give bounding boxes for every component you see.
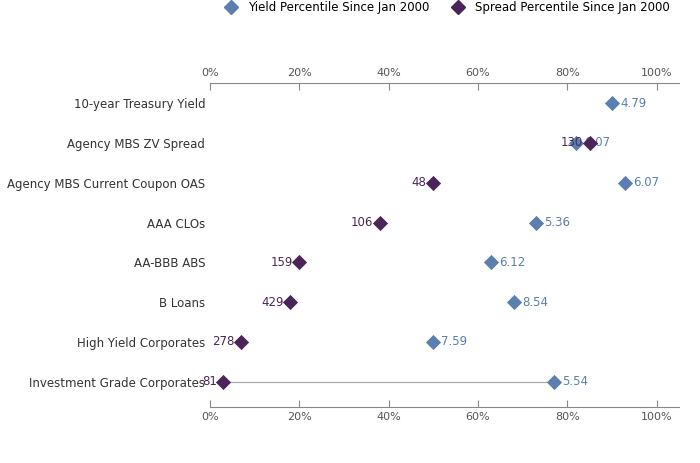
Text: 7.59: 7.59 — [442, 335, 468, 348]
Point — [218, 378, 229, 385]
Point — [236, 338, 247, 345]
Point — [486, 259, 497, 266]
Text: 6.07: 6.07 — [634, 176, 659, 189]
Text: 429: 429 — [261, 295, 284, 308]
Text: 6.12: 6.12 — [499, 256, 526, 269]
Point — [508, 298, 519, 306]
Point — [285, 298, 296, 306]
Text: 48: 48 — [412, 176, 426, 189]
Point — [374, 219, 385, 226]
Point — [606, 100, 617, 107]
Point — [428, 179, 439, 187]
Point — [620, 179, 631, 187]
Text: 5.36: 5.36 — [544, 216, 570, 229]
Text: 278: 278 — [212, 335, 234, 348]
Point — [584, 139, 595, 147]
Legend: Yield Percentile Since Jan 2000, Spread Percentile Since Jan 2000: Yield Percentile Since Jan 2000, Spread … — [214, 0, 675, 19]
Point — [570, 139, 582, 147]
Text: 106: 106 — [351, 216, 373, 229]
Point — [428, 338, 439, 345]
Point — [548, 378, 559, 385]
Text: 5.54: 5.54 — [562, 375, 588, 388]
Point — [294, 259, 305, 266]
Text: 4.79: 4.79 — [620, 97, 646, 110]
Text: 8.54: 8.54 — [522, 295, 548, 308]
Point — [531, 219, 542, 226]
Text: 6.07: 6.07 — [584, 137, 610, 150]
Text: 159: 159 — [270, 256, 293, 269]
Text: 130: 130 — [561, 137, 583, 150]
Text: 81: 81 — [202, 375, 217, 388]
